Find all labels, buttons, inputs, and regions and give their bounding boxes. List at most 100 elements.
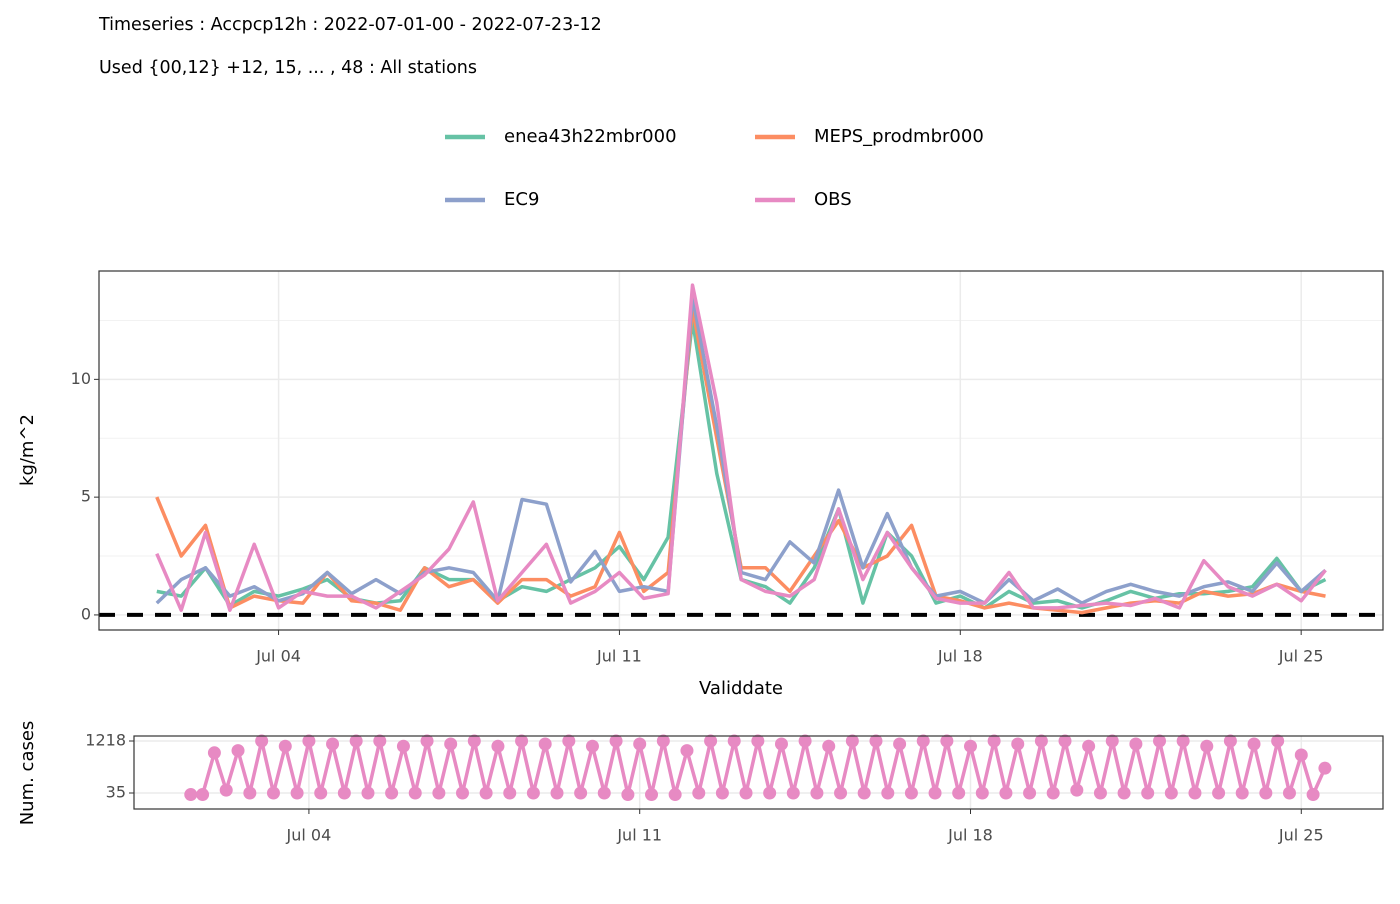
point xyxy=(975,786,989,800)
point xyxy=(1271,734,1285,748)
y-tick-label: 10 xyxy=(71,369,91,388)
point xyxy=(455,786,469,800)
point xyxy=(1294,748,1308,762)
point xyxy=(869,734,883,748)
point xyxy=(491,739,505,753)
point xyxy=(904,786,918,800)
point xyxy=(692,786,706,800)
point xyxy=(526,786,540,800)
point xyxy=(952,786,966,800)
point xyxy=(1235,786,1249,800)
point xyxy=(774,737,788,751)
x-tick-label: Jul 18 xyxy=(947,826,993,845)
y-tick-label: 0 xyxy=(81,604,91,623)
y-tick-label: 35 xyxy=(106,783,126,802)
point xyxy=(1082,739,1096,753)
point xyxy=(361,786,375,800)
x-tick-label: Jul 11 xyxy=(596,647,642,666)
point xyxy=(1318,761,1332,775)
point xyxy=(278,739,292,753)
x-tick-label: Jul 18 xyxy=(937,647,983,666)
point xyxy=(1164,786,1178,800)
x-axis-label: Validdate xyxy=(699,678,783,699)
point xyxy=(538,737,552,751)
point xyxy=(1117,786,1131,800)
point xyxy=(1070,783,1084,797)
series-line xyxy=(190,739,1327,797)
point xyxy=(326,737,340,751)
legend-label: MEPS_prodmbr000 xyxy=(814,126,984,147)
point xyxy=(786,786,800,800)
point xyxy=(1176,734,1190,748)
point xyxy=(810,786,824,800)
y-tick-label: 5 xyxy=(81,487,91,506)
point xyxy=(196,788,210,802)
x-tick-label: Jul 25 xyxy=(1278,647,1324,666)
point xyxy=(963,739,977,753)
point xyxy=(928,786,942,800)
y-axis-label: Num. cases xyxy=(17,721,38,826)
point xyxy=(999,786,1013,800)
point xyxy=(893,737,907,751)
point xyxy=(420,734,434,748)
point xyxy=(704,734,718,748)
point xyxy=(751,734,765,748)
point xyxy=(739,786,753,800)
point xyxy=(715,786,729,800)
point xyxy=(1023,786,1037,800)
point xyxy=(763,786,777,800)
point xyxy=(845,734,859,748)
point xyxy=(798,734,812,748)
point xyxy=(574,786,588,800)
legend-label: enea43h22mbr000 xyxy=(504,126,677,147)
point xyxy=(645,788,659,802)
point xyxy=(680,744,694,758)
y-axis-label: kg/m^2 xyxy=(17,414,38,486)
x-tick-label: Jul 25 xyxy=(1278,826,1324,845)
point xyxy=(1306,788,1320,802)
panel-border xyxy=(98,270,1384,631)
point xyxy=(1046,786,1060,800)
legend-label: EC9 xyxy=(504,189,539,210)
point xyxy=(633,737,647,751)
point xyxy=(385,786,399,800)
point xyxy=(1093,786,1107,800)
point xyxy=(1247,737,1261,751)
point xyxy=(597,786,611,800)
point xyxy=(349,734,363,748)
point xyxy=(550,786,564,800)
point xyxy=(1259,786,1273,800)
point xyxy=(467,734,481,748)
point xyxy=(1212,786,1226,800)
point xyxy=(479,786,493,800)
point xyxy=(916,734,930,748)
point xyxy=(1141,786,1155,800)
point xyxy=(373,734,387,748)
point xyxy=(243,786,257,800)
point xyxy=(231,744,245,758)
point xyxy=(1105,734,1119,748)
series-line xyxy=(155,283,1327,612)
x-tick-label: Jul 04 xyxy=(286,826,332,845)
point xyxy=(219,783,233,797)
point xyxy=(857,786,871,800)
point xyxy=(1200,739,1214,753)
point xyxy=(302,734,316,748)
point xyxy=(1153,734,1167,748)
point xyxy=(1282,786,1296,800)
point xyxy=(1129,737,1143,751)
panel-border xyxy=(133,735,1384,810)
point xyxy=(727,734,741,748)
point xyxy=(432,786,446,800)
point xyxy=(940,734,954,748)
point xyxy=(1223,734,1237,748)
legend-label: OBS xyxy=(814,189,852,210)
point xyxy=(1188,786,1202,800)
point xyxy=(656,734,670,748)
point xyxy=(408,786,422,800)
point xyxy=(266,786,280,800)
point xyxy=(314,786,328,800)
point xyxy=(987,734,1001,748)
point xyxy=(668,788,682,802)
